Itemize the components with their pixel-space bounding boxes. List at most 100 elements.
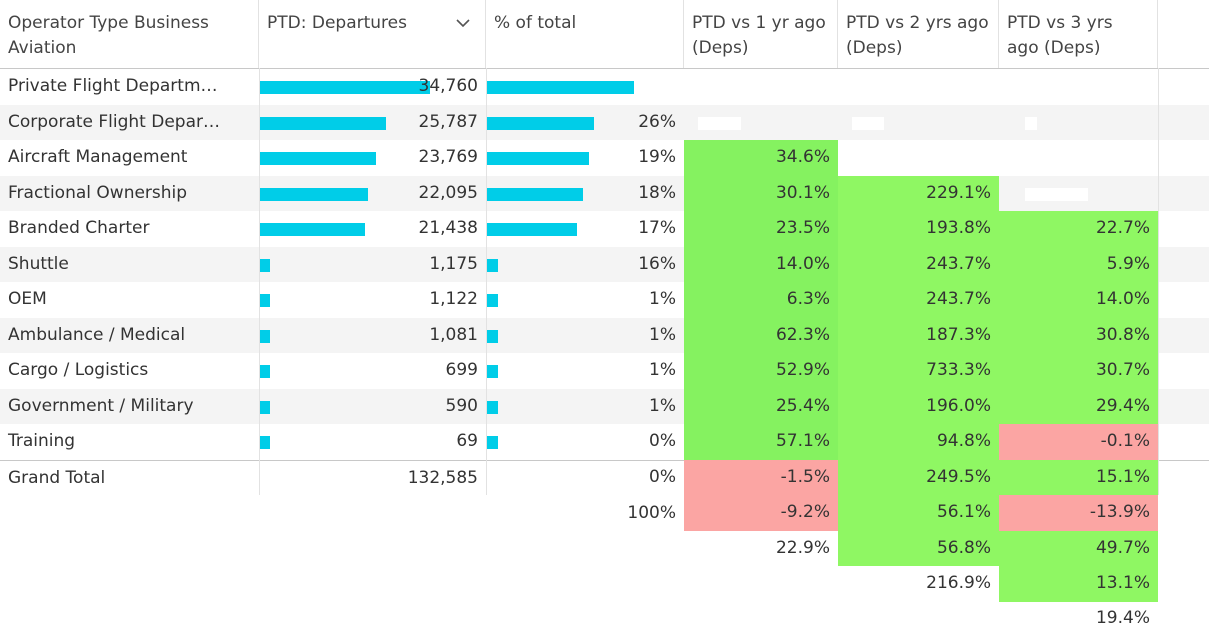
header-departures[interactable]: PTD: Departures <box>259 0 486 68</box>
pct-value: 1% <box>649 324 676 345</box>
row-label: Branded Charter <box>8 218 150 238</box>
table-row[interactable]: Corporate Flight Depar… 25,787 19% 30.1% 193… <box>0 104 1209 282</box>
row-label: Training <box>8 431 76 451</box>
row-label: Government / Military <box>8 395 194 416</box>
grand-total-vs-1yr: 22.9% <box>775 538 830 558</box>
variance-bar <box>852 152 893 165</box>
header-operator-type[interactable]: Operator Type Business Aviation <box>0 0 259 68</box>
variance-bar <box>1025 81 1072 94</box>
variance-bar <box>1025 116 1037 130</box>
header-vs-1yr-label: PTD vs 1 yr ago (Deps) <box>692 13 826 58</box>
vs-1yr-value: 30.1% <box>684 175 838 211</box>
departures-value: 1,081 <box>429 324 478 345</box>
departures-bar <box>260 365 270 378</box>
grand-total-departures: 132,585 <box>407 468 478 488</box>
pct-value: 1% <box>649 395 676 416</box>
vs-1yr-value: 62.3% <box>684 317 838 353</box>
pct-value: 0% <box>649 431 676 451</box>
variance-bar <box>852 81 890 94</box>
grand-total-label: Grand Total <box>8 468 106 488</box>
table-row[interactable]: Fractional Ownership 22,095 17% 14.0% 243.7%… <box>0 175 1209 353</box>
departures-value: 69 <box>456 431 478 451</box>
header-vs-3yr[interactable]: PTD vs 3 yrs ago (Deps) <box>999 0 1158 68</box>
variance-bar <box>1025 152 1054 165</box>
column-divider <box>259 68 260 495</box>
vs-1yr-value: 14.0% <box>684 246 838 282</box>
departures-bar <box>260 187 368 201</box>
pct-value: 1% <box>649 289 676 309</box>
vs-2yr-value: 733.3% <box>838 353 999 389</box>
header-pct-total-label: % of total <box>494 13 577 33</box>
vs-3yr-value: 30.8% <box>999 317 1158 353</box>
vs-3yr-value: 14.0% <box>999 282 1158 318</box>
vs-2yr-value: 229.1% <box>838 175 999 211</box>
pct-value: 26% <box>638 111 676 132</box>
header-vs-1yr[interactable]: PTD vs 1 yr ago (Deps) <box>684 0 838 68</box>
departures-value: 1,122 <box>429 289 478 309</box>
vs-2yr-value: 94.8% <box>838 424 999 460</box>
pct-value: 18% <box>638 182 676 203</box>
header-vs-2yr[interactable]: PTD vs 2 yrs ago (Deps) <box>838 0 999 68</box>
departures-value: 22,095 <box>418 182 478 203</box>
vs-3yr-value: 29.4% <box>999 388 1158 424</box>
table-row[interactable]: Aircraft Management 23,769 18% 23.5% 243.7% 1… <box>0 140 1209 318</box>
pct-bar <box>487 187 583 201</box>
vs-2yr-value: 249.5% <box>838 459 999 495</box>
pct-bar <box>487 436 498 449</box>
vs-1yr-value: -1.5% <box>684 459 838 495</box>
departures-bar <box>260 294 270 307</box>
departures-bar <box>260 258 270 272</box>
row-label: Private Flight Departm… <box>8 76 218 96</box>
table-row[interactable]: Private Flight Departm… 34,760 26% 34.6% 229… <box>0 69 1209 247</box>
pct-bar <box>487 329 498 343</box>
pct-bar <box>487 258 498 272</box>
vs-1yr-value: 23.5% <box>684 211 838 247</box>
vs-2yr-value: 56.1% <box>838 495 999 531</box>
departures-value: 1,175 <box>429 253 478 274</box>
header-vs-2yr-label: PTD vs 2 yrs ago (Deps) <box>846 13 989 58</box>
departures-bar <box>260 152 376 165</box>
vs-1yr-value: 25.4% <box>684 388 838 424</box>
departures-bar <box>260 81 430 94</box>
pct-bar <box>487 152 589 165</box>
pct-bar <box>487 400 498 414</box>
departures-bar <box>260 329 270 343</box>
vs-3yr-value: 30.7% <box>999 353 1158 389</box>
vs-2yr-value: 56.8% <box>838 530 999 566</box>
vs-1yr-value: 6.3% <box>684 282 838 318</box>
vs-2yr-value: 243.7% <box>838 282 999 318</box>
pct-value: 16% <box>638 253 676 274</box>
row-label: Shuttle <box>8 253 69 274</box>
vs-2yr-value: 196.0% <box>838 388 999 424</box>
departures-bar <box>260 436 270 449</box>
vs-1yr-value: -9.2% <box>684 495 838 531</box>
departures-value: 21,438 <box>418 218 478 238</box>
pct-bar <box>487 223 577 236</box>
header-vs-3yr-label: PTD vs 3 yrs ago (Deps) <box>1007 13 1113 58</box>
variance-bar <box>698 81 747 94</box>
header-operator-type-label: Operator Type Business Aviation <box>8 13 209 58</box>
row-label: Cargo / Logistics <box>8 360 149 380</box>
vs-3yr-value: 49.7% <box>999 530 1158 566</box>
pct-value: 17% <box>638 218 676 238</box>
table-row[interactable]: Branded Charter 21,438 16% 6.3% 187.3% 30.7% <box>0 211 1209 389</box>
departures-value: 23,769 <box>418 147 478 167</box>
departures-bar <box>260 223 365 236</box>
chevron-down-icon[interactable] <box>455 17 471 29</box>
vs-3yr-value: -13.9% <box>999 495 1158 531</box>
grand-total-vs-2yr: 216.9% <box>926 573 991 593</box>
pct-bar <box>487 116 594 130</box>
header-departures-label: PTD: Departures <box>267 13 407 33</box>
row-label: Aircraft Management <box>8 147 188 167</box>
pct-value: 0% <box>649 466 676 487</box>
column-divider <box>1158 68 1159 495</box>
departures-value: 25,787 <box>418 111 478 132</box>
vs-1yr-value: 57.1% <box>684 424 838 460</box>
vs-2yr-value: 193.8% <box>838 211 999 247</box>
vs-3yr-value: 15.1% <box>999 459 1158 495</box>
departures-value: 590 <box>445 395 478 416</box>
header-pct-total[interactable]: % of total <box>486 0 684 68</box>
vs-3yr-value: 13.1% <box>999 566 1158 602</box>
column-divider <box>486 68 487 495</box>
